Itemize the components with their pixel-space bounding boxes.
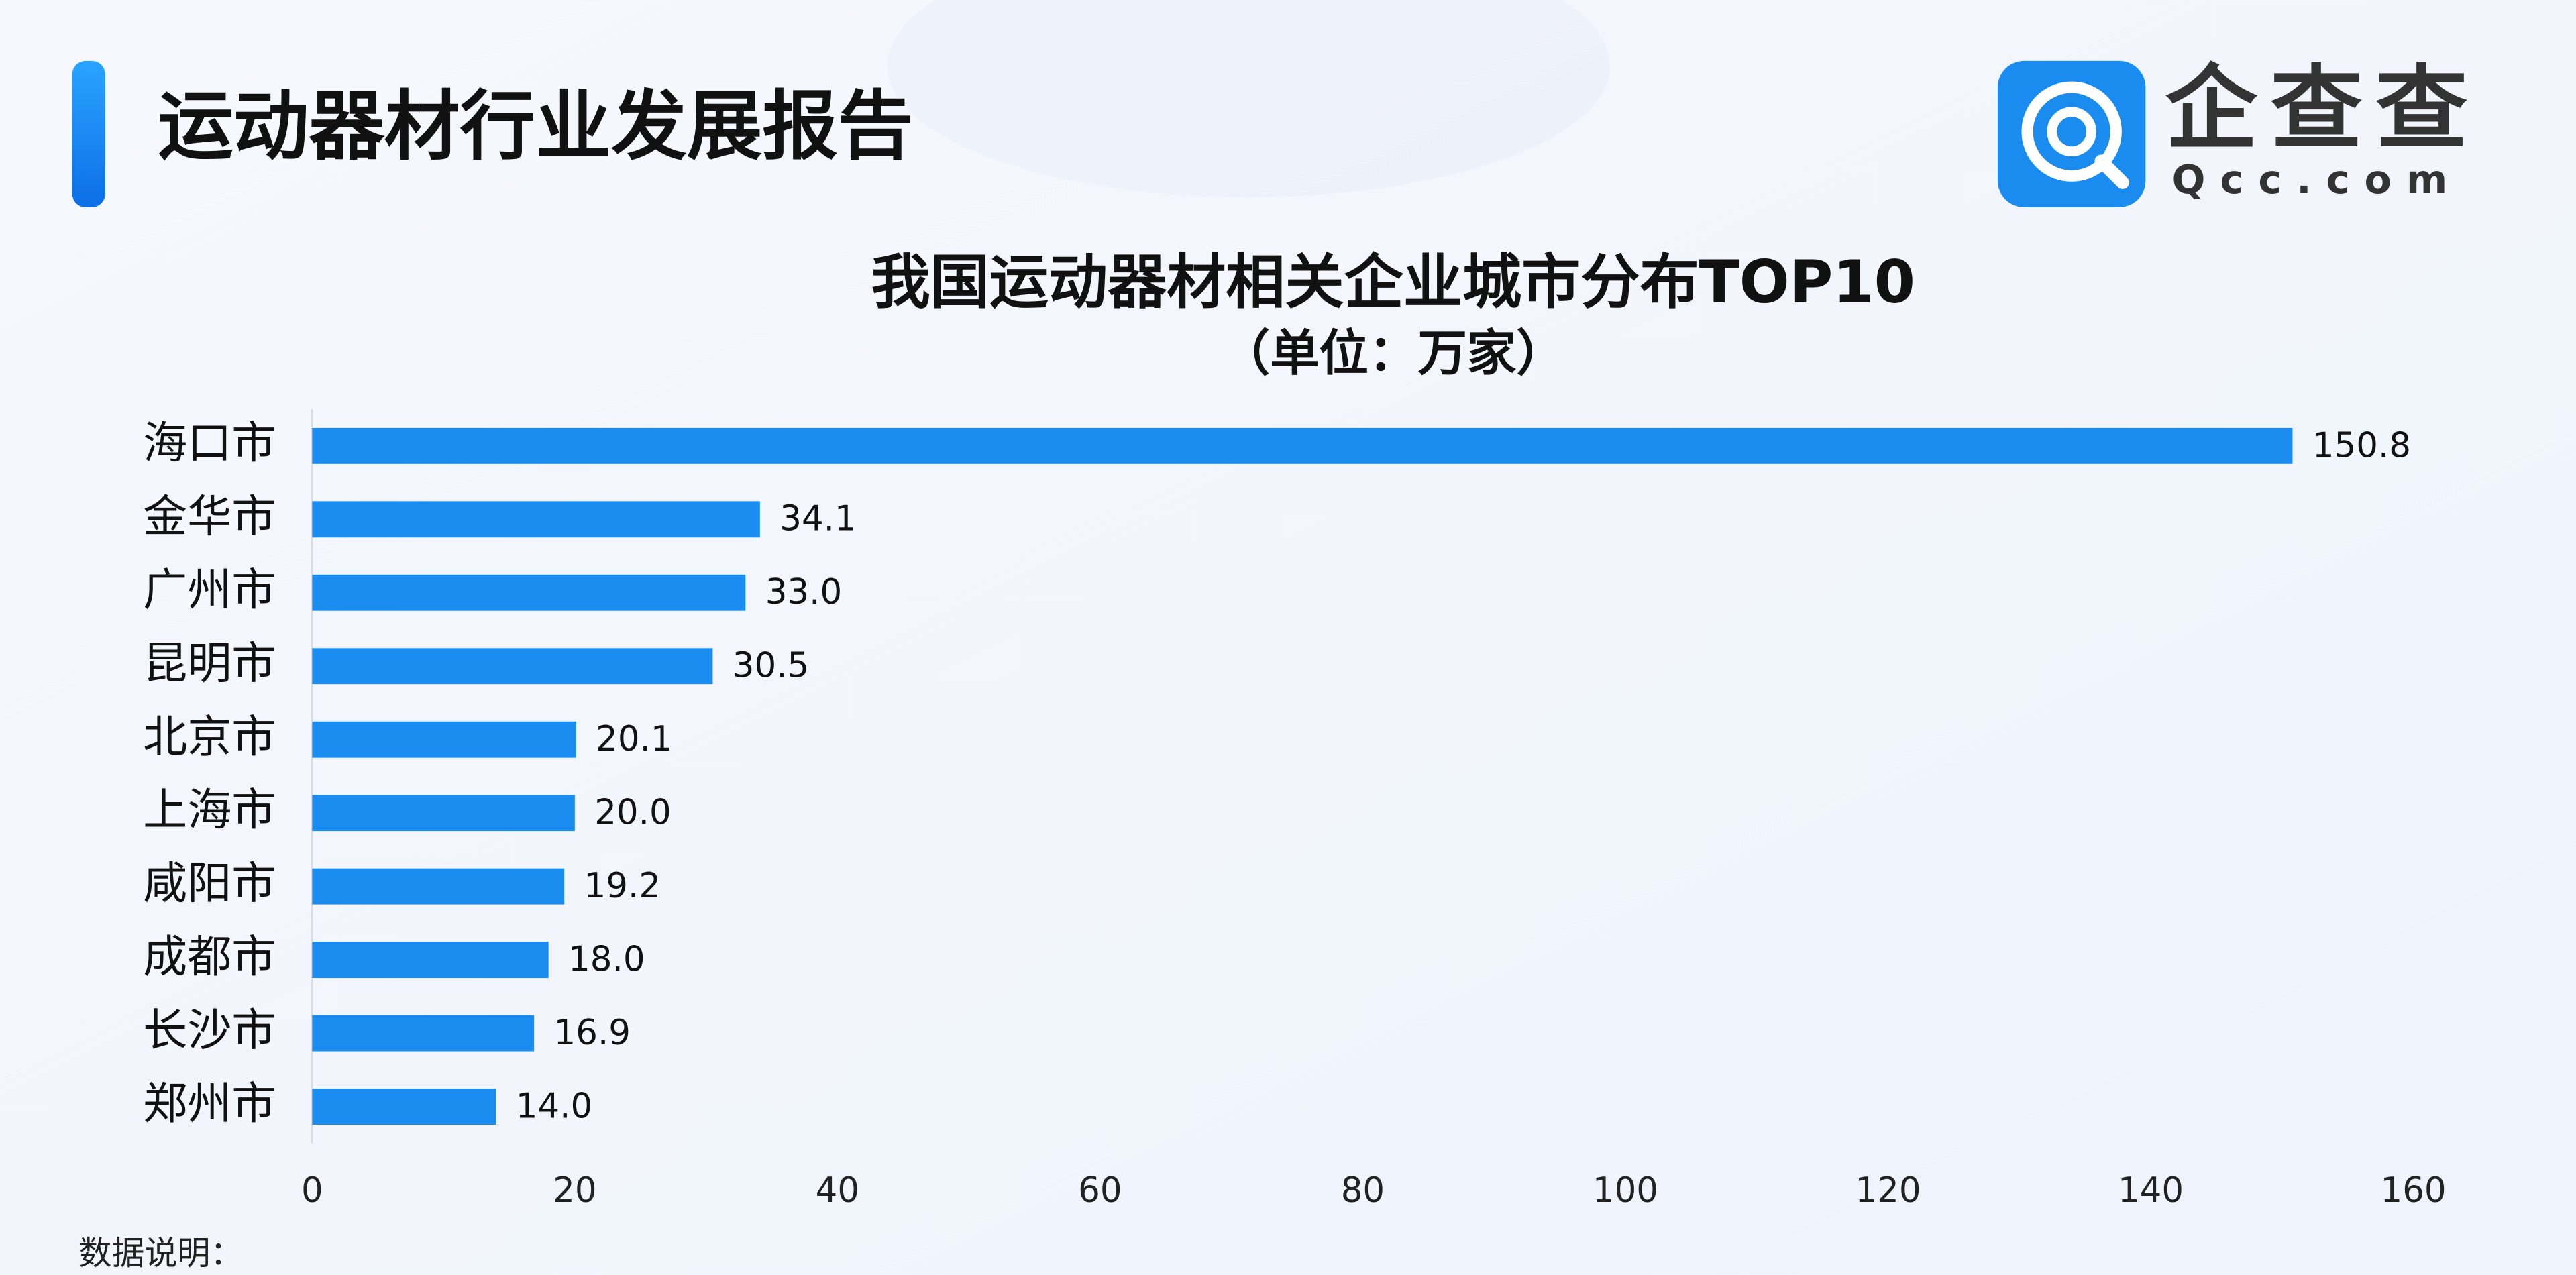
value-label: 19.2 (584, 866, 661, 906)
value-label: 33.0 (765, 572, 842, 612)
value-label: 16.9 (554, 1013, 631, 1053)
x-tick-label: 120 (1855, 1170, 1921, 1211)
footer-note: 数据说明： (79, 1234, 244, 1272)
y-tick-label: 上海市 (143, 784, 276, 836)
bar (312, 795, 575, 832)
value-label: 14.0 (516, 1087, 592, 1127)
chart-subtitle: （单位：万家） (1221, 325, 1566, 382)
y-tick-label: 长沙市 (143, 1005, 276, 1056)
bar (312, 648, 713, 685)
bar (312, 1015, 535, 1052)
logo-handle (2094, 154, 2129, 189)
y-tick-label: 广州市 (143, 564, 276, 616)
background-glow (887, 0, 1610, 198)
value-label: 20.1 (596, 719, 672, 759)
y-tick-label: 咸阳市 (143, 858, 276, 909)
x-tick-label: 160 (2380, 1170, 2446, 1211)
y-tick-label: 北京市 (143, 711, 276, 763)
bar (312, 868, 565, 905)
logo-ring (2021, 81, 2122, 182)
logo-name: 企查查 (2165, 56, 2468, 162)
x-tick-label: 140 (2118, 1170, 2184, 1211)
value-label: 34.1 (780, 499, 856, 539)
y-tick-label: 海口市 (143, 417, 276, 469)
logo-ring-inner (2047, 107, 2096, 156)
header-title: 运动器材行业发展报告 (158, 82, 913, 170)
y-tick-label: 成都市 (143, 931, 276, 983)
value-label: 30.5 (733, 646, 809, 686)
bar (312, 501, 760, 538)
header-accent (72, 60, 105, 207)
value-label: 150.8 (2312, 425, 2411, 465)
x-tick-label: 80 (1341, 1170, 1385, 1211)
value-label: 18.0 (568, 940, 645, 980)
chart-title: 我国运动器材相关企业城市分布TOP10 (871, 247, 1915, 317)
y-tick-label: 金华市 (143, 490, 276, 542)
logo-domain: Qcc.com (2172, 156, 2463, 203)
bar (312, 574, 746, 611)
bar (312, 427, 2293, 464)
x-tick-label: 40 (816, 1170, 859, 1211)
value-label: 20.0 (594, 793, 671, 833)
y-tick-label: 郑州市 (143, 1078, 276, 1129)
x-tick-label: 0 (301, 1170, 323, 1211)
y-tick-label: 昆明市 (143, 637, 276, 689)
x-tick-label: 20 (553, 1170, 596, 1211)
x-tick-label: 60 (1078, 1170, 1122, 1211)
bar (312, 1089, 496, 1125)
x-tick-label: 100 (1593, 1170, 1658, 1211)
bar (312, 942, 549, 979)
bar (312, 721, 576, 758)
